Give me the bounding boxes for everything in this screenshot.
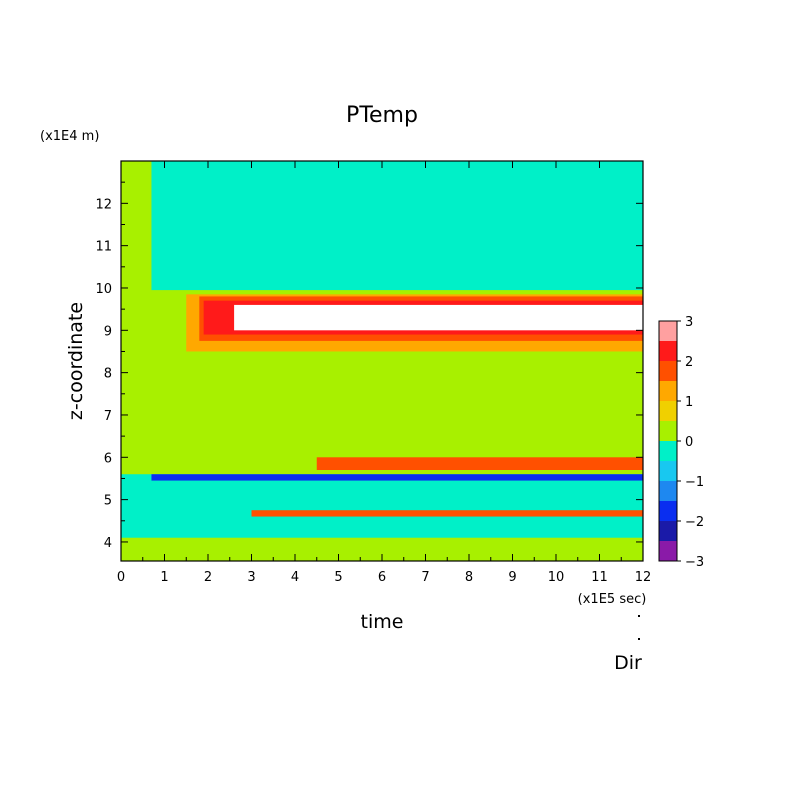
- field-warm-band-6km: [316, 457, 643, 470]
- colorbar-swatch: [659, 541, 677, 561]
- x-unit-label: (x1E5 sec): [578, 592, 647, 607]
- dir-marker: Dir: [614, 615, 642, 674]
- y-unit-label: (x1E4 m): [40, 129, 99, 144]
- y-tick-label: 9: [104, 324, 112, 339]
- colorbar-swatch: [659, 501, 677, 521]
- x-tick-label: 5: [334, 570, 342, 585]
- x-tick-label: 3: [247, 570, 255, 585]
- colorbar-tick-label: 0: [685, 435, 693, 450]
- colorbar-tick-label: −2: [685, 515, 704, 530]
- x-tick-label: 1: [160, 570, 168, 585]
- x-tick-label: 6: [378, 570, 386, 585]
- y-tick-label: 4: [104, 536, 112, 551]
- dir-label: Dir: [614, 652, 642, 674]
- colorbar-swatch: [659, 461, 677, 481]
- field-cold-band: [151, 474, 643, 481]
- x-tick-label: 0: [117, 570, 125, 585]
- x-tick-label: 10: [548, 570, 565, 585]
- colorbar-swatch: [659, 401, 677, 421]
- y-axis: 4 5 6 7 8 9 10 11 12: [95, 181, 643, 551]
- y-tick-label: 12: [95, 197, 112, 212]
- y-tick-label: 11: [95, 240, 112, 255]
- x-axis-title: time: [361, 611, 404, 633]
- contour-fill: [121, 161, 643, 561]
- y-tick-label: 7: [104, 409, 112, 424]
- field-warm-core: [234, 304, 643, 331]
- y-tick-label: 6: [104, 451, 112, 466]
- colorbar-swatch: [659, 441, 677, 461]
- field-lower-neutral: [121, 474, 643, 538]
- chart-title: PTemp: [346, 103, 418, 128]
- x-tick-label: 12: [635, 570, 652, 585]
- colorbar-swatch: [659, 381, 677, 401]
- x-tick-label: 4: [291, 570, 299, 585]
- x-tick-label: 11: [591, 570, 608, 585]
- x-tick-label: 7: [421, 570, 429, 585]
- colorbar-tick-label: 2: [685, 355, 693, 370]
- x-axis: 0 1 2 3 4 5 6 7 8 9 10 11 12: [117, 161, 651, 585]
- y-axis-title: z-coordinate: [65, 302, 87, 420]
- colorbar-swatch: [659, 421, 677, 441]
- colorbar-swatch: [659, 521, 677, 541]
- y-tick-label: 8: [104, 367, 112, 382]
- field-warm-band-4.7km: [251, 510, 643, 517]
- colorbar-tick-label: −1: [685, 475, 704, 490]
- colorbar-swatch: [659, 321, 677, 341]
- colorbar-tick-label: 3: [685, 315, 693, 330]
- y-tick-label: 10: [95, 282, 112, 297]
- field-upper-neutral: [151, 161, 643, 291]
- x-tick-label: 8: [465, 570, 473, 585]
- colorbar-tick-label: 1: [685, 395, 693, 410]
- x-tick-label: 2: [204, 570, 212, 585]
- dir-dot-2: [638, 638, 640, 640]
- x-tick-label: 9: [508, 570, 516, 585]
- colorbar-tick-label: −3: [685, 555, 704, 570]
- colorbar-swatch: [659, 361, 677, 381]
- colorbar: 3 2 1 0 −1 −2 −3: [658, 315, 704, 570]
- dir-dot-1: [638, 615, 640, 617]
- y-tick-label: 5: [104, 494, 112, 509]
- colorbar-swatch: [659, 481, 677, 501]
- colorbar-swatch: [659, 341, 677, 361]
